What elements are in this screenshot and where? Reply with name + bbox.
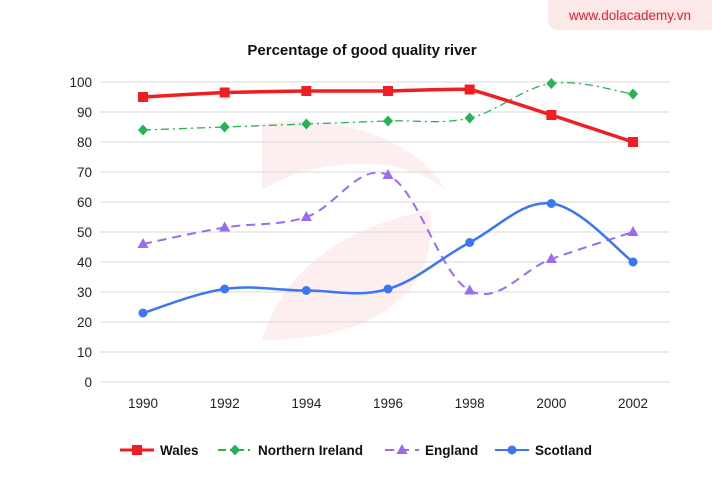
watermark-badge[interactable]: www.dolacademy.vn <box>548 0 712 30</box>
legend-marker <box>396 444 408 454</box>
x-tick-label: 1996 <box>373 396 403 411</box>
wales-point <box>383 86 394 96</box>
series-england <box>137 169 639 296</box>
legend-item-england[interactable]: England <box>385 443 478 458</box>
series-scotland <box>138 199 638 318</box>
y-tick-label: 20 <box>77 315 92 330</box>
scotland-point <box>546 199 556 208</box>
y-tick-label: 90 <box>77 105 92 120</box>
legend-marker <box>507 445 517 455</box>
northern-ireland-point <box>464 112 475 124</box>
y-tick-label: 0 <box>84 375 92 390</box>
wales-point <box>301 86 312 96</box>
northern-ireland-point <box>546 78 557 89</box>
background-logo <box>262 121 445 340</box>
legend-label: England <box>425 443 478 458</box>
wales-point <box>628 137 639 147</box>
series-wales <box>138 84 639 147</box>
x-tick-label: 1990 <box>128 396 158 411</box>
legend-label: Wales <box>160 443 199 458</box>
legend-marker <box>230 444 240 456</box>
northern-ireland-point <box>301 118 312 130</box>
scotland-point <box>628 257 638 267</box>
y-tick-label: 10 <box>77 345 92 360</box>
wales-point <box>464 84 475 95</box>
y-tick-label: 60 <box>77 195 92 210</box>
england-point <box>627 226 639 236</box>
chart-title: Percentage of good quality river <box>247 42 476 59</box>
legend-marker <box>132 445 142 455</box>
legend-label: Scotland <box>535 443 592 458</box>
y-tick-label: 30 <box>77 285 92 300</box>
legend-item-wales[interactable]: Wales <box>120 443 199 458</box>
northern-ireland-point <box>628 88 639 100</box>
legend-item-scotland[interactable]: Scotland <box>495 443 592 458</box>
x-tick-label: 2002 <box>618 396 648 411</box>
y-tick-label: 80 <box>77 135 92 150</box>
england-point <box>137 238 149 248</box>
x-tick-label: 1992 <box>210 396 240 411</box>
y-tick-label: 50 <box>77 225 92 240</box>
series-northern-ireland <box>138 78 639 136</box>
x-tick-label: 1998 <box>455 396 485 411</box>
scotland-point <box>301 286 311 295</box>
england-point <box>464 284 476 295</box>
wales-point <box>219 87 230 98</box>
england-point <box>545 253 557 263</box>
scotland-point <box>383 284 393 294</box>
england-point <box>219 221 231 232</box>
legend-item-northern-ireland[interactable]: Northern Ireland <box>218 443 363 458</box>
y-tick-label: 40 <box>77 255 92 270</box>
scotland-point <box>220 284 230 294</box>
y-tick-label: 100 <box>69 75 92 90</box>
scotland-point <box>138 308 148 318</box>
northern-ireland-point <box>219 121 230 133</box>
england-point <box>300 211 312 221</box>
scotland-point <box>465 238 475 247</box>
wales-point <box>546 110 557 120</box>
northern-ireland-point <box>383 115 394 127</box>
x-tick-label: 2000 <box>536 396 566 411</box>
legend-label: Northern Ireland <box>258 443 363 458</box>
wales-point <box>138 92 148 102</box>
x-tick-label: 1994 <box>291 396 322 411</box>
y-tick-label: 70 <box>77 165 92 180</box>
england-point <box>382 169 394 179</box>
northern-ireland-point <box>138 124 148 136</box>
